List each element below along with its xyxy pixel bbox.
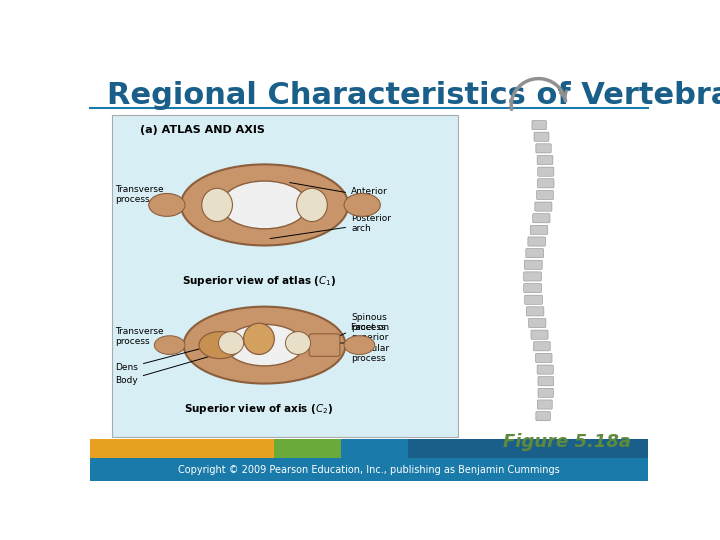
FancyBboxPatch shape [526, 248, 544, 258]
Bar [274, 439, 341, 458]
Text: Transverse
process: Transverse process [115, 185, 176, 204]
Bar [112, 114, 458, 437]
Text: Body: Body [115, 354, 217, 385]
FancyBboxPatch shape [524, 260, 542, 269]
Text: Figure 5.18a: Figure 5.18a [503, 433, 631, 451]
Ellipse shape [181, 164, 348, 246]
FancyBboxPatch shape [536, 191, 554, 199]
Text: Copyright © 2009 Pearson Education, Inc., publishing as Benjamin Cummings: Copyright © 2009 Pearson Education, Inc.… [178, 464, 560, 475]
Ellipse shape [285, 332, 310, 354]
Text: Superior view of atlas ($C_1$): Superior view of atlas ($C_1$) [181, 274, 336, 288]
Ellipse shape [154, 336, 185, 354]
FancyBboxPatch shape [535, 202, 552, 211]
Text: Anterior
arch: Anterior arch [289, 183, 388, 206]
Ellipse shape [243, 323, 274, 354]
FancyBboxPatch shape [309, 334, 340, 356]
Text: Transverse
process: Transverse process [115, 327, 176, 347]
FancyBboxPatch shape [528, 237, 546, 246]
Text: Spinous
process: Spinous process [331, 313, 387, 340]
Text: Superior view of axis ($C_2$): Superior view of axis ($C_2$) [184, 402, 333, 416]
FancyBboxPatch shape [538, 377, 554, 386]
FancyBboxPatch shape [536, 144, 552, 153]
FancyBboxPatch shape [523, 284, 541, 293]
Ellipse shape [221, 181, 307, 229]
FancyBboxPatch shape [536, 353, 552, 362]
FancyBboxPatch shape [538, 388, 554, 397]
Ellipse shape [218, 332, 243, 354]
Ellipse shape [184, 307, 346, 383]
FancyBboxPatch shape [528, 319, 546, 328]
Text: Dens: Dens [115, 333, 259, 373]
FancyBboxPatch shape [526, 307, 544, 316]
Bar [90, 439, 274, 458]
FancyBboxPatch shape [530, 225, 548, 234]
Text: (a) ATLAS AND AXIS: (a) ATLAS AND AXIS [140, 125, 265, 135]
Ellipse shape [344, 336, 374, 354]
FancyBboxPatch shape [523, 272, 541, 281]
Ellipse shape [199, 332, 240, 359]
Text: Facet on
superior
articular
process: Facet on superior articular process [304, 323, 389, 363]
FancyBboxPatch shape [534, 132, 549, 141]
Text: Regional Characteristics of Vertebrae: Regional Characteristics of Vertebrae [107, 82, 720, 111]
Ellipse shape [297, 188, 328, 221]
FancyBboxPatch shape [531, 330, 548, 339]
FancyBboxPatch shape [533, 214, 550, 223]
Bar [408, 439, 648, 458]
FancyBboxPatch shape [536, 411, 550, 421]
FancyBboxPatch shape [525, 295, 542, 305]
FancyBboxPatch shape [537, 156, 553, 165]
FancyBboxPatch shape [532, 120, 546, 130]
FancyBboxPatch shape [537, 400, 552, 409]
FancyBboxPatch shape [537, 365, 553, 374]
Ellipse shape [202, 188, 233, 221]
Bar [341, 439, 408, 458]
Ellipse shape [149, 193, 185, 217]
Ellipse shape [344, 193, 380, 217]
Ellipse shape [225, 325, 304, 366]
FancyBboxPatch shape [538, 167, 554, 176]
FancyBboxPatch shape [538, 179, 554, 188]
Text: Posterior
arch: Posterior arch [270, 214, 391, 239]
FancyBboxPatch shape [534, 342, 550, 351]
Bar [90, 458, 648, 481]
